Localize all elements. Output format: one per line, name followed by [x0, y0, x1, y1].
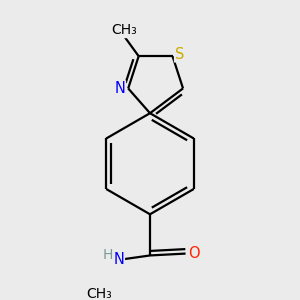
Text: N: N: [113, 252, 124, 267]
Text: CH₃: CH₃: [111, 23, 137, 38]
Text: CH₃: CH₃: [87, 286, 112, 300]
Text: O: O: [188, 246, 200, 261]
Text: N: N: [115, 81, 125, 96]
Text: H: H: [103, 248, 113, 262]
Text: S: S: [175, 47, 184, 62]
